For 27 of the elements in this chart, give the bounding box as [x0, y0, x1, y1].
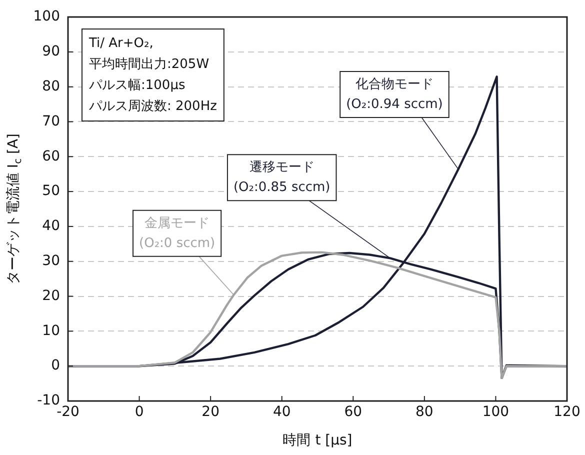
annotation: 平均時間出力:205W: [89, 56, 210, 72]
x-axis-title: 時間 t [μs]: [282, 432, 352, 449]
y-tick-label: 50: [42, 183, 60, 200]
text: 遷移モード (O₂:0.85 sccm): [233, 160, 330, 195]
x-tick-label: 0: [134, 404, 144, 420]
text: 金属モード (O₂:0 sccm): [139, 216, 216, 251]
y-tick-label: 40: [42, 218, 60, 234]
annotation: Ti/ Ar+O₂,: [88, 36, 154, 51]
annotation: パルス周波数: 200Hz: [88, 98, 218, 114]
y-tick-label: 90: [42, 44, 60, 60]
annotation: パルス幅:100μs: [88, 78, 186, 93]
x-tick-label: 120: [554, 404, 580, 420]
y-tick-label: 100: [33, 8, 60, 25]
y-tick-label: 60: [42, 148, 60, 164]
y-axis-title: ターゲット電流値 Ic [A]: [6, 133, 24, 285]
y-tick-label: 30: [42, 253, 60, 270]
y-tick-label: 80: [42, 78, 60, 94]
y-tick-label: 10: [42, 322, 60, 339]
x-tick-label: 60: [344, 404, 362, 420]
y-tick-label: 0: [51, 358, 60, 374]
x-tick-label: 20: [202, 404, 220, 420]
x-tick-label: 80: [416, 404, 434, 420]
y-tick-label: 70: [42, 113, 60, 130]
x-tick-label: 40: [272, 404, 291, 420]
text: 化合物モード (O₂:0.94 sccm): [346, 76, 443, 112]
x-tick-label: 100: [482, 404, 510, 420]
y-tick-label: 20: [42, 288, 60, 304]
